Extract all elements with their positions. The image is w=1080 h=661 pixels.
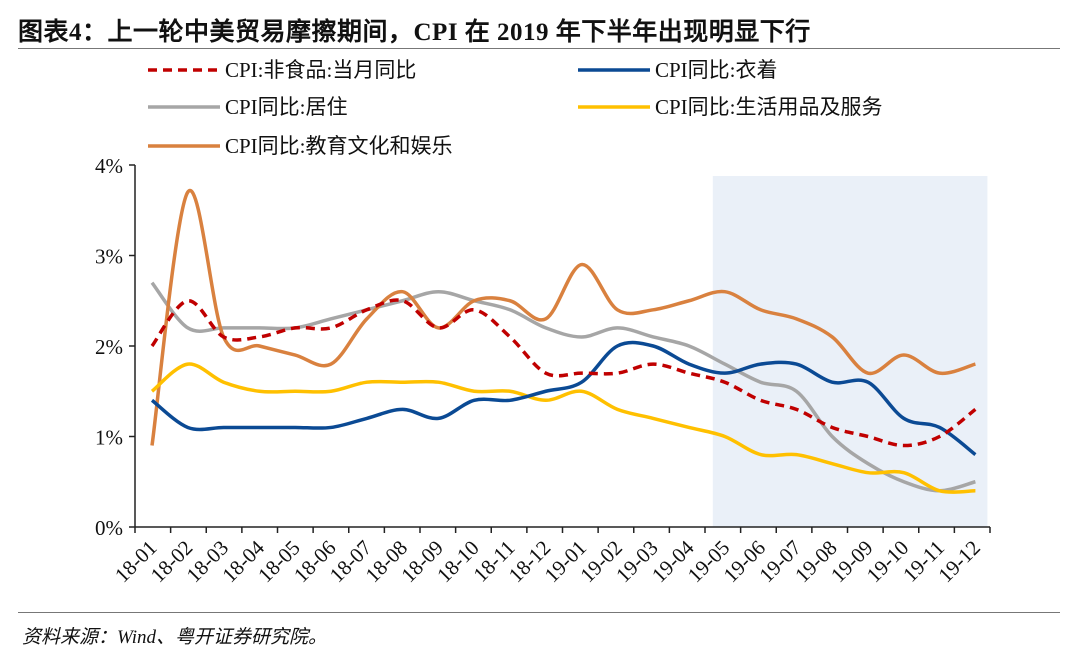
- top-divider: [18, 48, 1060, 49]
- y-tick-label: 3%: [95, 245, 123, 269]
- y-tick-label: 0%: [95, 516, 123, 540]
- legend-label: CPI同比:生活用品及服务: [655, 95, 883, 119]
- y-tick-label: 1%: [95, 426, 123, 450]
- series-line-0: [150, 298, 977, 448]
- y-tick-label: 4%: [95, 154, 123, 178]
- bottom-divider: [18, 612, 1060, 613]
- series-line-4: [150, 188, 976, 446]
- shaded-region: [712, 176, 988, 527]
- legend-label: CPI同比:居住: [225, 95, 348, 119]
- y-tick-label: 2%: [95, 335, 123, 359]
- legend-label: CPI同比:教育文化和娱乐: [225, 134, 453, 158]
- legend-label: CPI同比:衣着: [655, 58, 778, 82]
- legend-label: CPI:非食品:当月同比: [225, 58, 416, 82]
- x-tick-label: 19-12: [933, 536, 985, 588]
- series-line-3: [150, 362, 976, 494]
- chart-title: 图表4：上一轮中美贸易摩擦期间，CPI 在 2019 年下半年出现明显下行: [18, 19, 811, 46]
- series-line-1: [150, 340, 977, 456]
- source-note: 资料来源：Wind、粤开证券研究院。: [22, 627, 328, 648]
